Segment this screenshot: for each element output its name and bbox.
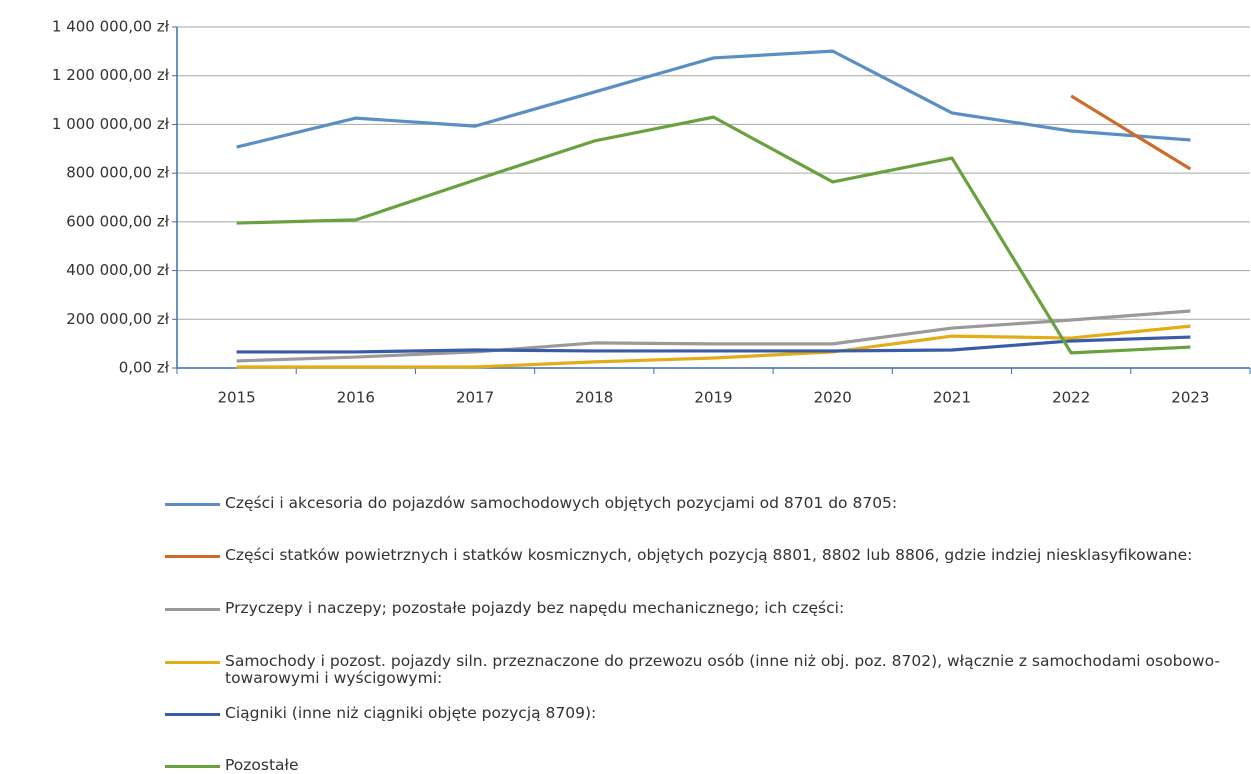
legend-swatch — [165, 661, 220, 664]
x-tick-label: 2022 — [1052, 389, 1090, 407]
legend-entry: Części i akcesoria do pojazdów samochodo… — [165, 495, 1235, 512]
legend-entry: Części statków powietrznych i statków ko… — [165, 547, 1235, 564]
x-tick-label: 2021 — [933, 389, 971, 407]
y-tick-label: 600 000,00 zł — [66, 212, 170, 230]
x-tick-label: 2015 — [218, 389, 256, 407]
series-line — [236, 324, 1191, 369]
y-tick-label: 400 000,00 zł — [66, 261, 170, 279]
legend-swatch — [165, 555, 220, 558]
y-tick-label: 1 200 000,00 zł — [52, 66, 170, 84]
legend-label: Samochody i pozost. pojazdy siln. przezn… — [225, 652, 1220, 687]
x-tick-label: 2017 — [456, 389, 494, 407]
legend-label: Części statków powietrznych i statków ko… — [225, 546, 1193, 564]
series-line — [1070, 94, 1192, 171]
legend-label: Przyczepy i naczepy; pozostałe pojazdy b… — [225, 599, 845, 617]
x-tick-label: 2018 — [575, 389, 613, 407]
legend-swatch — [165, 765, 220, 768]
y-tick-label: 200 000,00 zł — [66, 310, 170, 328]
y-tick-label: 1 400 000,00 zł — [52, 18, 170, 36]
legend-swatch — [165, 503, 220, 506]
chart: 0,00 zł 200 000,00 zł 400 000,00 zł 600 000… — [52, 18, 1251, 407]
legend-entry: Samochody i pozost. pojazdy siln. przezn… — [165, 653, 1235, 687]
legend-swatch — [165, 608, 220, 611]
legend-entry: Ciągniki (inne niż ciągniki objęte pozyc… — [165, 705, 1235, 722]
legend-entry: Pozostałe — [165, 757, 1235, 774]
series-line — [236, 49, 1191, 149]
x-tick-label: 2020 — [814, 389, 852, 407]
x-tick-label: 2023 — [1171, 389, 1209, 407]
legend-entry: Przyczepy i naczepy; pozostałe pojazdy b… — [165, 600, 1235, 617]
legend-label: Części i akcesoria do pojazdów samochodo… — [225, 494, 898, 512]
x-tick-label: 2016 — [337, 389, 375, 407]
series-line — [236, 335, 1191, 354]
x-tick-label: 2019 — [694, 389, 732, 407]
y-tick-label: 1 000 000,00 zł — [52, 115, 170, 133]
legend-label: Ciągniki (inne niż ciągniki objęte pozyc… — [225, 704, 597, 722]
series-line — [236, 115, 1191, 355]
legend-label: Pozostałe — [225, 756, 299, 774]
y-tick-label: 0,00 zł — [119, 359, 170, 377]
legend-swatch — [165, 713, 220, 716]
series-line — [236, 309, 1191, 363]
y-tick-label: 800 000,00 zł — [66, 164, 170, 182]
